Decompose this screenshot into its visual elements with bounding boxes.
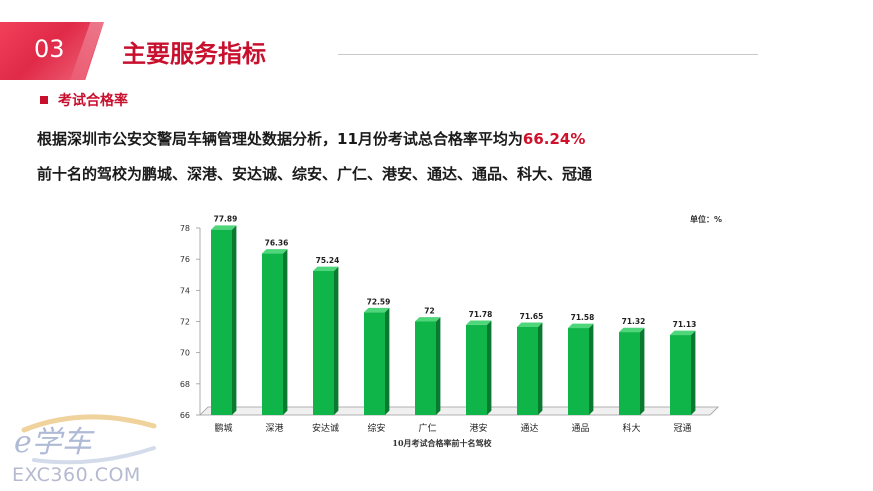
bar-side-1 xyxy=(283,249,288,415)
bar-side-6 xyxy=(538,322,543,415)
bar-7 xyxy=(568,328,589,415)
bar-4 xyxy=(415,321,436,415)
bar-top-4 xyxy=(415,317,441,322)
section-subtitle: 考试合格率 xyxy=(58,93,128,109)
unit-label: 单位：% xyxy=(690,214,722,224)
category-label-9: 冠通 xyxy=(673,423,691,434)
y-tick-label: 76 xyxy=(180,255,190,264)
value-label-8: 71.32 xyxy=(622,317,646,326)
bar-6 xyxy=(517,326,538,415)
watermark-logo-text: e学车 xyxy=(14,425,95,460)
page-title: 主要服务指标 xyxy=(122,40,266,68)
bar-1 xyxy=(262,253,283,415)
bar-8 xyxy=(619,332,640,415)
bar-side-0 xyxy=(232,225,237,415)
bar-side-8 xyxy=(640,327,645,415)
section-badge xyxy=(0,22,104,80)
value-label-4: 72 xyxy=(424,307,434,316)
top-ten-paragraph: 前十名的驾校为鹏城、深港、安达诚、综安、广仁、港安、通达、通品、科大、冠通 xyxy=(37,165,593,183)
chart-title: 10月考试合格率前十名驾校 xyxy=(392,438,492,448)
y-tick-label: 78 xyxy=(180,224,190,233)
summary-paragraph: 根据深圳市公安交警局车辆管理处数据分析，11月份考试总合格率平均为66.24% xyxy=(37,128,585,149)
value-label-9: 71.13 xyxy=(673,320,697,329)
square-bullet-icon xyxy=(40,96,48,104)
bar-top-2 xyxy=(313,266,339,272)
bar-top-7 xyxy=(568,323,594,329)
category-label-7: 通品 xyxy=(571,423,589,434)
y-tick-label: 68 xyxy=(180,380,190,389)
exc360-logo: e学车 xyxy=(14,414,157,465)
bar-9 xyxy=(670,335,691,415)
value-label-3: 72.59 xyxy=(367,297,391,306)
value-label-5: 71.78 xyxy=(469,310,493,319)
summary-text: 根据深圳市公安交警局车辆管理处数据分析，11月份考试总合格率平均为 xyxy=(37,130,523,148)
bar-top-1 xyxy=(262,249,288,254)
value-label-0: 77.89 xyxy=(214,215,238,224)
average-pass-rate: 66.24% xyxy=(522,130,586,148)
bar-top-9 xyxy=(670,330,696,336)
bar-0 xyxy=(211,229,232,415)
bar-layer xyxy=(211,225,696,415)
bar-side-9 xyxy=(691,330,696,415)
bar-top-0 xyxy=(211,225,237,230)
bar-side-5 xyxy=(487,320,492,415)
watermark-url: EXC360.COM xyxy=(12,464,141,486)
bar-top-8 xyxy=(619,327,645,333)
value-label-6: 71.65 xyxy=(520,312,544,321)
category-label-2: 安达诚 xyxy=(312,422,339,434)
title-divider xyxy=(338,54,758,55)
category-label-3: 综安 xyxy=(367,422,385,434)
category-label-8: 科大 xyxy=(622,422,640,434)
y-tick-label: 70 xyxy=(180,349,190,358)
category-label-5: 港安 xyxy=(469,422,487,434)
category-label-0: 鹏城 xyxy=(214,422,232,434)
bar-side-2 xyxy=(334,266,339,415)
bar-side-4 xyxy=(436,317,441,415)
value-label-2: 75.24 xyxy=(316,256,340,265)
bar-top-6 xyxy=(517,322,543,327)
y-tick-label: 66 xyxy=(180,411,190,420)
value-label-1: 76.36 xyxy=(265,239,289,248)
bar-3 xyxy=(364,312,385,415)
category-label-4: 广仁 xyxy=(418,422,436,434)
bar-2 xyxy=(313,271,334,415)
category-label-6: 通达 xyxy=(520,422,538,434)
section-number: 03 xyxy=(34,35,65,63)
y-tick-label: 72 xyxy=(180,318,190,327)
bar-side-3 xyxy=(385,307,390,415)
value-label-7: 71.58 xyxy=(571,313,595,322)
bar-top-3 xyxy=(364,307,390,313)
label-layer: 77.89 鹏城 76.36 深港 75.24 安达诚 72.59 综安 72 广仁 71.78 港安… xyxy=(214,215,697,434)
watermark: e学车 EXC360.COM xyxy=(4,408,174,488)
bar-side-7 xyxy=(589,323,594,415)
y-tick-label: 74 xyxy=(180,286,190,295)
bar-top-5 xyxy=(466,320,492,325)
bar-5 xyxy=(466,324,487,415)
pass-rate-bar-chart: 66 68 70 72 74 76 78 77.89 鹏城 76.36 深港 75.24 安达诚 72.… xyxy=(180,214,722,448)
category-label-1: 深港 xyxy=(265,422,283,434)
